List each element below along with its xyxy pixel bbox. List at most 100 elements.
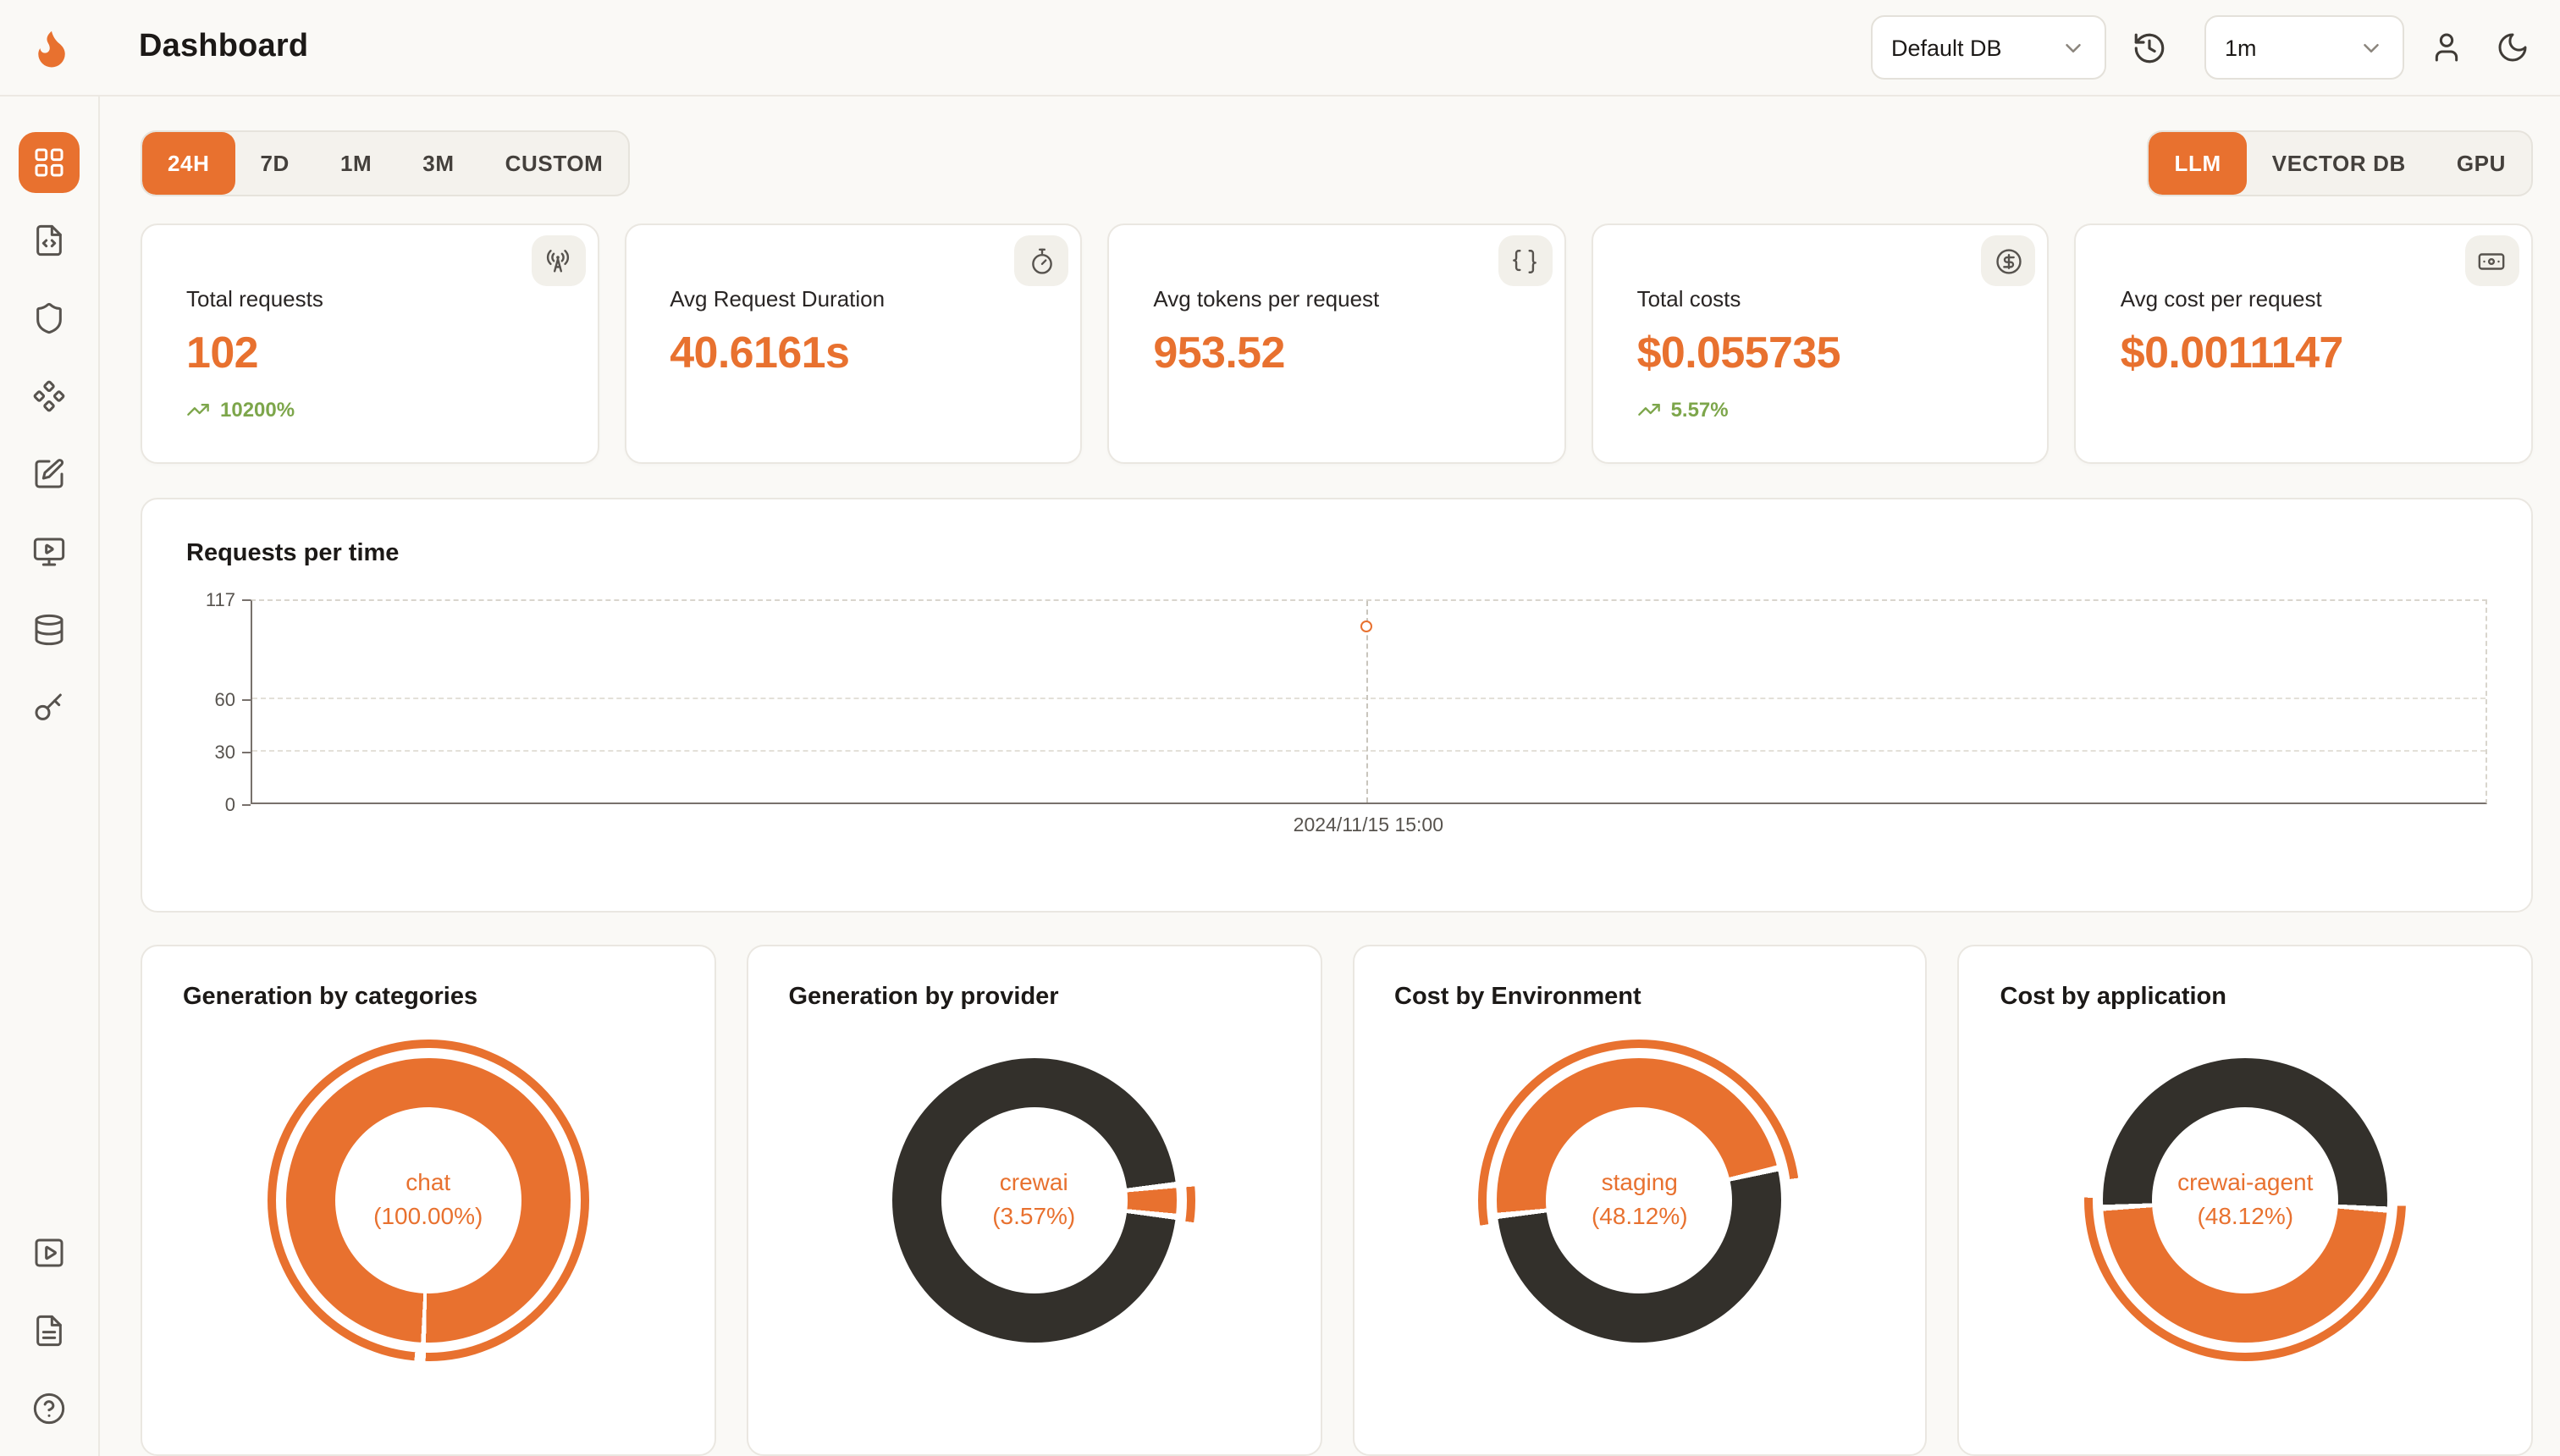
donut-center-label: chat — [406, 1168, 451, 1196]
donut-center-label: staging — [1601, 1168, 1678, 1196]
stat-card-total-costs: Total costs $0.055735 5.57% — [1591, 223, 2050, 464]
header: Dashboard Default DB 1m — [0, 0, 2560, 97]
user-icon — [2435, 33, 2458, 62]
profile-button[interactable] — [2423, 24, 2470, 71]
stat-card-total-requests: Total requests 102 10200% — [141, 223, 599, 464]
file-code-icon — [36, 224, 62, 256]
square-pen-icon — [35, 459, 64, 488]
timer-icon — [1014, 235, 1069, 286]
donut-center: crewai (3.57%) — [941, 1107, 1128, 1293]
tab-custom[interactable]: CUSTOM — [480, 132, 629, 195]
chevron-down-icon — [2364, 43, 2379, 52]
braces-icon — [1498, 235, 1553, 286]
line-plot — [251, 599, 2487, 804]
stat-value: 40.6161s — [670, 327, 850, 378]
x-axis: 2024/11/15 15:00 — [251, 804, 2491, 848]
key-icon — [35, 693, 62, 720]
stat-card-avg-tokens: Avg tokens per request 953.52 — [1107, 223, 1566, 464]
sidebar-item-dashboard[interactable] — [19, 132, 80, 193]
donut-center-value: (48.12%) — [1591, 1202, 1688, 1229]
square-play-icon — [35, 1238, 63, 1267]
stat-label: Total requests — [186, 286, 323, 312]
stat-value: $0.0011147 — [2120, 327, 2344, 378]
stat-change: 5.57% — [1637, 398, 2017, 422]
refresh-history-button[interactable] — [2125, 24, 2172, 71]
flame-icon — [37, 30, 64, 67]
sidebar-item-exceptions[interactable] — [19, 288, 80, 349]
tab-3m[interactable]: 3M — [397, 132, 479, 195]
sidebar — [0, 97, 100, 1456]
stat-label: Avg tokens per request — [1153, 286, 1380, 312]
stat-value: 953.52 — [1153, 327, 1285, 378]
sidebar-item-requests[interactable] — [19, 210, 80, 271]
donut-title: Generation by categories — [183, 984, 478, 1011]
tab-gpu[interactable]: GPU — [2431, 132, 2531, 195]
tab-vector-db[interactable]: VECTOR DB — [2247, 132, 2431, 195]
donut-chart: chat (100.00%) — [267, 1040, 589, 1361]
dashboard-grid-icon — [35, 148, 63, 177]
sidebar-item-evaluations[interactable] — [19, 444, 80, 505]
donut-row: Generation by categories chat (100.00%) … — [141, 945, 2533, 1456]
sidebar-item-prompt-hub[interactable] — [19, 366, 80, 427]
banknote-icon — [2464, 235, 2519, 286]
database-select-value: Default DB — [1891, 35, 2002, 60]
donut-card-generation-by-provider: Generation by provider crewai (3.57%) — [746, 945, 1321, 1456]
stat-card-avg-cost-per-request: Avg cost per request $0.0011147 — [2074, 223, 2533, 464]
component-icon — [33, 380, 65, 412]
filter-row: 24H 7D 1M 3M CUSTOM LLM VECTOR DB GPU — [141, 130, 2533, 196]
donut-title: Cost by Environment — [1394, 984, 1641, 1011]
stat-change: 10200% — [186, 398, 566, 422]
donut-center-label: crewai-agent — [2177, 1168, 2314, 1196]
stat-change-value: 10200% — [220, 398, 295, 422]
chevron-down-icon — [2066, 43, 2081, 52]
resource-tabs: LLM VECTOR DB GPU — [2147, 130, 2533, 196]
database-icon — [35, 614, 63, 646]
shield-icon — [36, 302, 62, 334]
sidebar-item-getting-started[interactable] — [19, 1222, 80, 1283]
y-tick-label: 0 — [224, 796, 235, 816]
donut-center: staging (48.12%) — [1546, 1107, 1733, 1293]
stats-row: Total requests 102 10200% Avg Request Du… — [141, 223, 2533, 464]
donut-chart: crewai-agent (48.12%) — [2084, 1040, 2407, 1361]
moon-icon — [2498, 33, 2527, 62]
interval-select[interactable]: 1m — [2204, 15, 2404, 80]
donut-chart: crewai (3.57%) — [873, 1040, 1195, 1361]
donut-center-value: (48.12%) — [2197, 1202, 2294, 1229]
stat-label: Avg Request Duration — [670, 286, 886, 312]
radio-tower-icon — [531, 235, 586, 286]
line-chart: 0 30 60 117 2024/11/15 15:00 — [186, 591, 2491, 848]
stat-value: $0.055735 — [1636, 327, 1841, 378]
app-logo[interactable] — [27, 24, 74, 71]
sidebar-item-api-keys[interactable] — [19, 677, 80, 738]
database-select[interactable]: Default DB — [1871, 15, 2106, 80]
page-title: Dashboard — [139, 29, 309, 64]
trending-up-icon — [1637, 404, 1660, 416]
x-axis-label: 2024/11/15 15:00 — [1293, 816, 1444, 836]
history-icon — [2133, 32, 2164, 63]
donut-center-value: (100.00%) — [373, 1202, 483, 1229]
sidebar-item-documentation[interactable] — [19, 1300, 80, 1361]
donut-center-label: crewai — [999, 1168, 1068, 1196]
theme-toggle-button[interactable] — [2489, 24, 2536, 71]
tab-llm[interactable]: LLM — [2149, 132, 2247, 195]
y-tick-label: 117 — [205, 591, 235, 611]
tab-24h[interactable]: 24H — [142, 132, 235, 195]
stat-value: 102 — [186, 327, 259, 378]
y-tick-label: 30 — [214, 742, 236, 764]
donut-card-cost-by-environment: Cost by Environment staging (48.12%) — [1352, 945, 1928, 1456]
chart-datapoint — [1360, 620, 1373, 633]
help-circle-icon — [33, 1393, 65, 1425]
tab-1m[interactable]: 1M — [315, 132, 397, 195]
donut-title: Cost by application — [2000, 984, 2227, 1011]
stat-label: Avg cost per request — [2120, 286, 2322, 312]
stat-label: Total costs — [1636, 286, 1741, 312]
sidebar-item-openground[interactable] — [19, 521, 80, 582]
monitor-play-icon — [33, 538, 65, 566]
donut-center: crewai-agent (48.12%) — [2152, 1107, 2339, 1293]
requests-chart-card: Requests per time 0 30 60 117 2024/11/15 15… — [141, 498, 2533, 913]
tab-7d[interactable]: 7D — [235, 132, 315, 195]
sidebar-item-database-config[interactable] — [19, 599, 80, 660]
time-range-tabs: 24H 7D 1M 3M CUSTOM — [141, 130, 631, 196]
donut-card-cost-by-application: Cost by application crewai-agent (48.12%… — [1957, 945, 2533, 1456]
sidebar-item-support[interactable] — [19, 1378, 80, 1439]
